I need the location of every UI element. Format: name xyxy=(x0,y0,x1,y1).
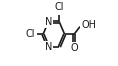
Text: Cl: Cl xyxy=(55,2,64,12)
Text: N: N xyxy=(45,17,52,27)
Text: OH: OH xyxy=(81,20,97,30)
Text: O: O xyxy=(70,43,78,53)
Text: N: N xyxy=(45,42,52,52)
Text: Cl: Cl xyxy=(26,29,35,39)
